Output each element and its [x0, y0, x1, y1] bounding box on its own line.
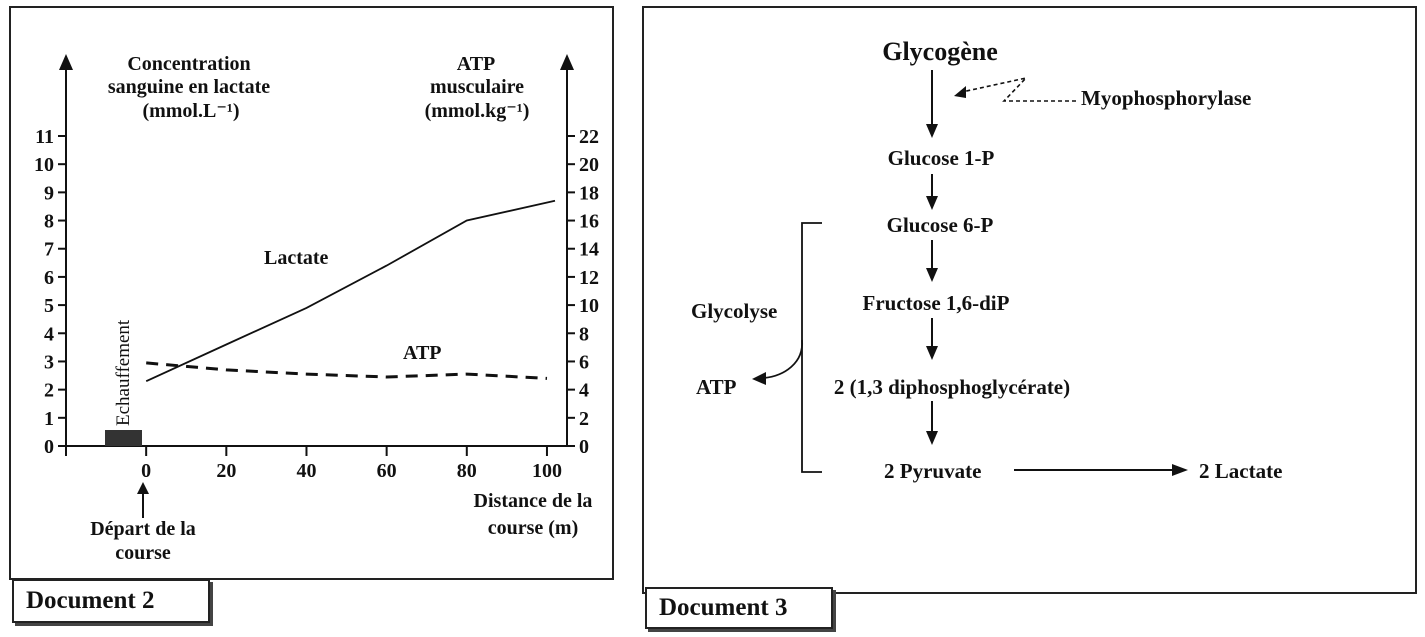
y-right-tick-label: 22 [579, 126, 599, 148]
atp-product-label: ATP [696, 375, 737, 399]
x-tick-label: 100 [532, 460, 562, 482]
y-right-tick-label: 14 [579, 239, 599, 261]
y-left-tick-label: 3 [44, 351, 54, 373]
document-3-panel: Glycogène Myophosphorylase Glucose 1-P G… [642, 6, 1417, 594]
pyruvate-node: 2 Pyruvate [884, 459, 981, 483]
x-tick-label: 40 [296, 460, 316, 482]
y-right-tick-label: 12 [579, 267, 599, 289]
glycogen-node: Glycogène [882, 37, 998, 66]
atp-series-label: ATP [403, 342, 442, 364]
diphosphoglycerate-node: 2 (1,3 diphosphoglycérate) [834, 375, 1070, 399]
y-left-tick-label: 5 [44, 295, 54, 317]
atp-output-arrowhead [752, 372, 766, 385]
start-arrow-head [137, 482, 149, 494]
y-right-tick-label: 16 [579, 211, 599, 233]
y-right-tick-label: 6 [579, 351, 589, 373]
x-tick-label: 20 [216, 460, 236, 482]
warmup-label: Echauffement [113, 319, 134, 426]
start-label-line1: Départ de la [90, 518, 196, 540]
series-line-lactate [145, 199, 556, 383]
y-right-axis-arrow [560, 54, 574, 70]
x-tick-label: 60 [377, 460, 397, 482]
atp-output-arrow [763, 339, 803, 379]
lactate-series-label: Lactate [264, 247, 329, 269]
y-left-axis-title-line1: Concentration [127, 53, 250, 75]
y-left-tick-label: 1 [44, 408, 54, 430]
y-left-tick-label: 8 [44, 211, 54, 233]
flow-arrows [926, 70, 1188, 476]
x-tick-label: 80 [457, 460, 477, 482]
y-right-tick-label: 4 [579, 380, 589, 402]
start-label-line2: course [115, 542, 171, 564]
document-3-label: Document 3 [645, 587, 833, 629]
y-left-tick-label: 7 [44, 239, 54, 261]
y-right-axis-title-line1: ATP [457, 53, 496, 75]
y-right-axis-title-line2: musculaire [430, 76, 524, 98]
lactate-atp-chart: Echauffement Concentration sanguine en l… [34, 53, 599, 564]
y-left-axis-title-line2: sanguine en lactate [108, 76, 270, 98]
y-right-tick-label: 2 [579, 408, 589, 430]
y-left-tick-label: 0 [44, 436, 54, 458]
glycolysis-bracket [801, 222, 822, 473]
series-line-atp [146, 361, 548, 380]
document-2-label: Document 2 [12, 579, 210, 623]
y-right-tick-label: 8 [579, 323, 589, 345]
glucose-1p-node: Glucose 1-P [888, 146, 995, 170]
lactate-node: 2 Lactate [1199, 459, 1282, 483]
x-axis-title-line1: Distance de la [474, 490, 593, 512]
glucose-6p-node: Glucose 6-P [887, 213, 994, 237]
y-right-tick-label: 0 [579, 436, 589, 458]
glycolysis-label: Glycolyse [691, 299, 777, 323]
y-left-tick-label: 2 [44, 380, 54, 402]
fructose-16-dip-node: Fructose 1,6-diP [863, 291, 1010, 315]
x-tick-label: 0 [141, 460, 151, 482]
enzyme-label: Myophosphorylase [1081, 86, 1251, 110]
y-right-tick-label: 20 [579, 154, 599, 176]
enzyme-action-line [961, 76, 1076, 102]
glycolysis-diagram: Glycogène Myophosphorylase Glucose 1-P G… [691, 37, 1282, 483]
x-axis-title-line2: course (m) [488, 517, 579, 539]
y-right-tick-label: 10 [579, 295, 599, 317]
y-left-axis-arrow [59, 54, 73, 70]
enzyme-action-arrowhead [954, 86, 966, 98]
y-left-tick-label: 10 [34, 154, 54, 176]
document-2-panel: Echauffement Concentration sanguine en l… [9, 6, 614, 580]
y-right-axis-title-line3: (mmol.kg⁻¹) [425, 100, 530, 122]
warmup-bar [105, 430, 142, 446]
y-left-axis-title-line3: (mmol.L⁻¹) [142, 100, 239, 122]
y-left-tick-label: 4 [44, 323, 54, 345]
y-left-tick-label: 9 [44, 182, 54, 204]
y-left-tick-label: 6 [44, 267, 54, 289]
y-left-tick-label: 11 [35, 126, 54, 148]
y-right-tick-label: 18 [579, 182, 599, 204]
